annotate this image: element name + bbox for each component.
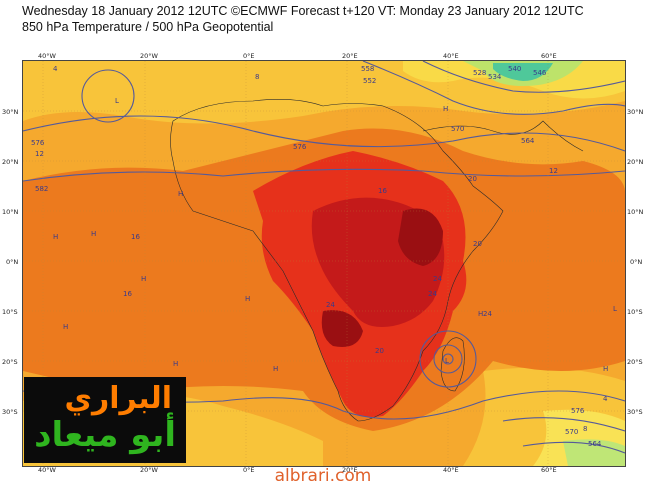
lat-label-right: 20°S [627,358,643,366]
geopotential-label: 576 [293,143,307,151]
pressure-marker: H [53,233,58,241]
coastline-africa [170,99,504,422]
lon-label-bottom: 0°E [243,466,255,474]
geopotential-low-circle [81,69,135,123]
lat-label-left: 10°N [2,208,19,216]
geopotential-label: 576 [31,139,45,147]
lat-label-left: 30°S [2,408,18,416]
lat-lon-grid [23,61,625,466]
temperature-label: 4 [53,65,58,73]
pressure-marker: H [63,323,68,331]
geopotential-label: 564 [521,137,535,145]
geopotential-label: 570 [451,125,464,133]
pressure-marker: H [603,365,608,373]
geopotential-label: 570 [565,428,578,436]
lon-label-bottom: 20°E [342,466,358,474]
temperature-region-hottest-south [321,310,363,347]
geopotential-label: 540 [508,65,521,73]
lat-label-left: 0°N [6,258,19,266]
geopotential-label: 576 [571,407,585,415]
geopotential-contour [23,168,625,182]
geopotential-label: 558 [361,65,374,73]
temperature-label: 24 [428,290,437,298]
logo-line-2: أبو ميعاد [34,415,176,455]
geopotential-contour [522,441,625,454]
geopotential-label: 528 [473,69,486,77]
temperature-label: 8 [583,425,587,433]
site-watermark: albrari.com [274,466,372,486]
geopotential-label: 564 [588,440,602,448]
temperature-label: 20 [375,347,384,355]
lon-label-bottom: 40°W [38,466,56,474]
temperature-region-hottest [398,208,443,266]
temperature-label: 16 [131,233,140,241]
lat-label-right: 30°S [627,408,643,416]
geopotential-contour [362,61,625,115]
albrari-logo: البراري أبو ميعاد [24,377,186,463]
temperature-label: 12 [35,150,44,158]
lon-label-bottom: 40°E [443,466,459,474]
pressure-marker: H [173,360,178,368]
temperature-band-southeast-colder [563,439,625,466]
header-line-2: 850 hPa Temperature / 500 hPa Geopotenti… [22,20,274,34]
temperature-label: 24 [483,310,492,318]
lon-label-top: 20°W [140,52,158,60]
geopotential-label: 546 [533,69,547,77]
lat-label-right: 20°N [627,158,644,166]
temperature-label: 12 [549,167,558,175]
lon-label-top: 0°E [243,52,255,60]
lon-label-top: 40°E [443,52,459,60]
pressure-marker: H [273,365,278,373]
temperature-label: 4 [603,395,608,403]
pressure-marker: H [91,230,96,238]
pressure-marker: H [443,105,448,113]
temperature-label: 8 [255,73,259,81]
geopotential-contour [23,115,625,152]
temperature-label: 16 [378,187,387,195]
lat-label-left: 20°S [2,358,18,366]
logo-line-1: البراري [64,381,172,416]
pressure-marker: L [115,97,119,105]
lat-label-left: 20°N [2,158,19,166]
temperature-label: 20 [468,175,477,183]
temperature-label: 24 [326,301,335,309]
geopotential-label: 552 [363,77,376,85]
temperature-band-coldest-ne [493,63,553,81]
pressure-marker: H [141,275,146,283]
geopotential-label: 582 [35,185,48,193]
lat-label-right: 0°N [630,258,643,266]
pressure-marker: H [245,295,250,303]
lat-label-right: 30°N [627,108,644,116]
lat-label-right: 10°S [627,308,643,316]
lat-label-left: 10°S [2,308,18,316]
pressure-marker: L [613,305,617,313]
lon-label-top: 20°E [342,52,358,60]
temperature-label: 16 [123,290,132,298]
lon-label-bottom: 20°W [140,466,158,474]
temperature-label: 24 [433,275,442,283]
geopotential-label: 534 [488,73,502,81]
lon-label-bottom: 60°E [541,466,557,474]
pressure-marker: H [178,190,183,198]
lat-label-right: 10°N [627,208,644,216]
geopotential-contour [502,417,625,432]
pressure-marker: H [478,310,483,318]
coastline-arabia [422,120,584,152]
pressure-marker: L [445,357,449,365]
coastline-madagascar [440,337,465,392]
lon-label-top: 40°W [38,52,56,60]
geopotential-contour [422,61,625,93]
lat-label-left: 30°N [2,108,19,116]
lon-label-top: 60°E [541,52,557,60]
temperature-label: 20 [473,240,482,248]
header-line-1: Wednesday 18 January 2012 12UTC ©ECMWF F… [22,4,584,18]
